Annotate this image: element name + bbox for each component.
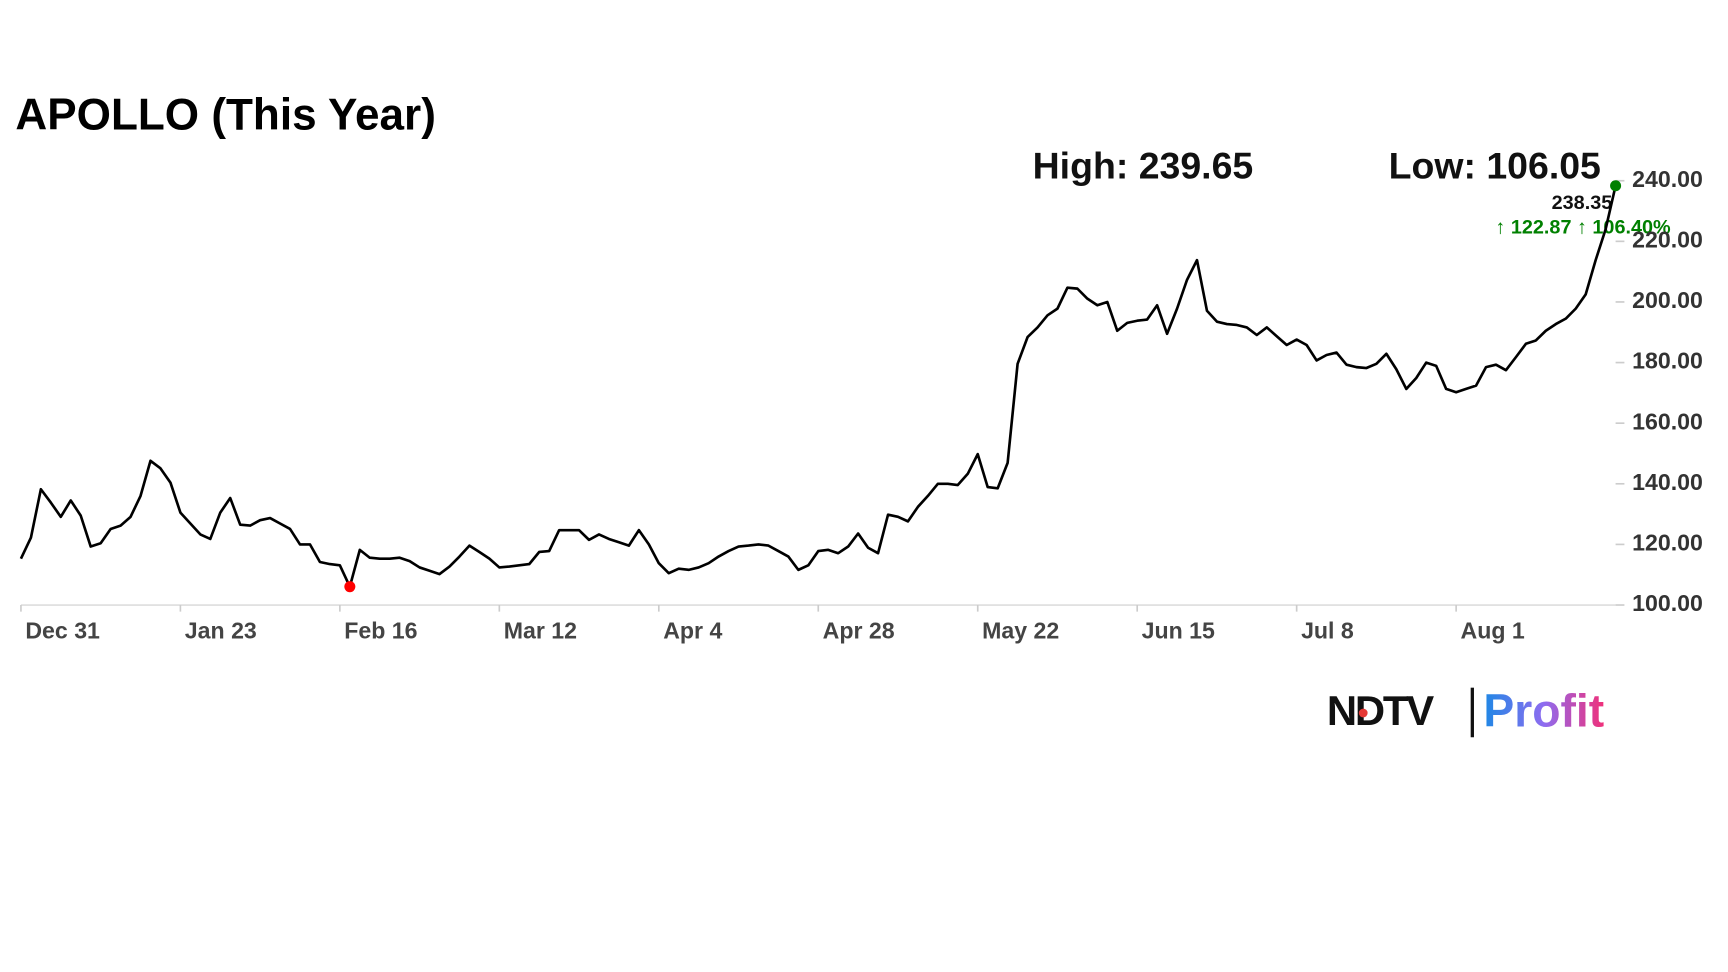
y-tick-label: 200.00 [1632,287,1703,313]
y-tick-label: 100.00 [1632,590,1703,616]
x-tick-label: Dec 31 [25,618,100,644]
logo-dot [1358,708,1368,718]
logo-brand: NDTV [1327,687,1434,734]
price-line [19,185,1617,589]
x-tick-label: Apr 28 [823,618,895,644]
x-tick-label: Mar 12 [504,618,577,644]
x-tick-label: May 22 [982,618,1059,644]
x-tick-label: Feb 16 [344,618,417,644]
x-tick-label: Aug 1 [1461,618,1525,644]
logo: NDTV Profit [1327,684,1604,738]
y-tick-label: 180.00 [1632,348,1703,374]
y-tick-label: 140.00 [1632,469,1703,495]
high-label: High: 239.65 [1033,145,1254,187]
x-tick-label: Jun 15 [1142,618,1215,644]
y-tick-label: 160.00 [1632,408,1703,434]
y-tick-label: 120.00 [1632,530,1703,556]
x-tick-label: Jul 8 [1301,618,1354,644]
chart-title: APOLLO (This Year) [15,91,435,140]
y-tick-label: 220.00 [1632,226,1703,252]
last-marker [1610,180,1622,192]
y-tick-label: 240.00 [1632,166,1703,192]
low-marker [344,581,356,593]
x-tick-label: Jan 23 [185,618,257,644]
last-price: 238.35 [1552,192,1613,214]
price-change: ↑ 122.87 ↑ 106.40% [1495,216,1671,238]
low-label: Low: 106.05 [1389,145,1601,187]
x-tick-label: Apr 4 [663,618,722,644]
logo-product: Profit [1483,684,1604,736]
